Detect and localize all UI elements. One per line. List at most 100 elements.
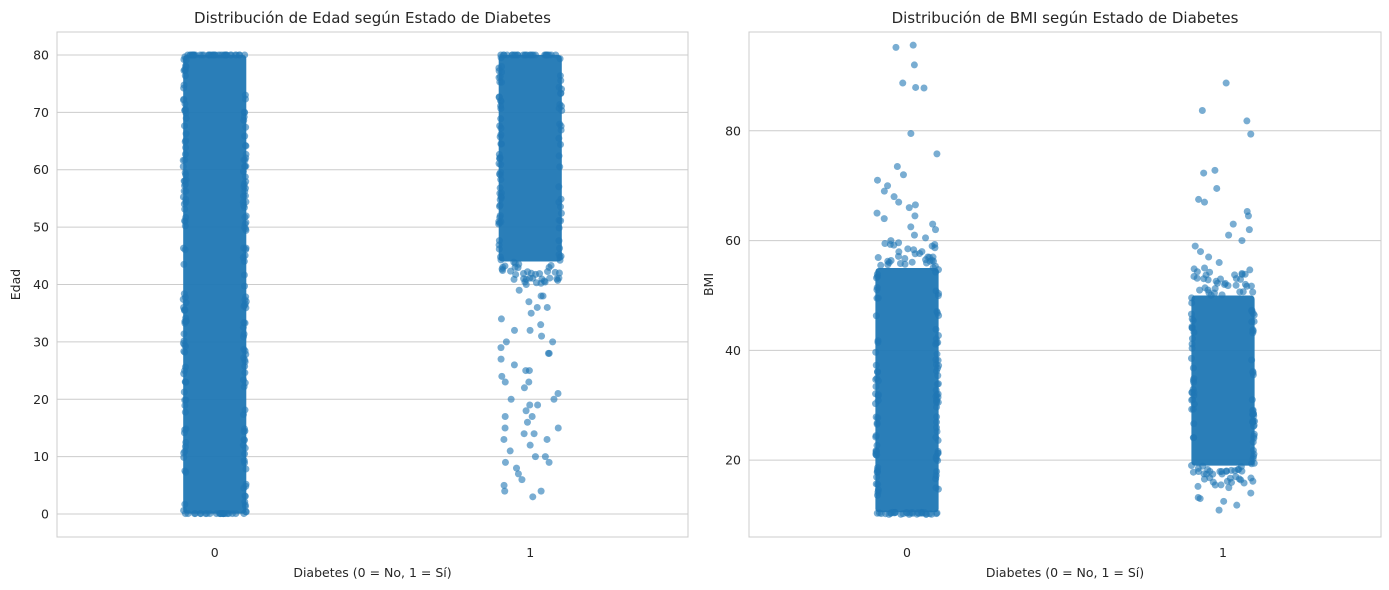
- data-point: [910, 61, 918, 69]
- data-point: [513, 464, 521, 472]
- data-point: [546, 274, 554, 282]
- data-point: [895, 239, 903, 247]
- data-point: [933, 468, 941, 476]
- data-point: [555, 274, 563, 282]
- data-point: [872, 383, 880, 391]
- data-point: [1215, 259, 1223, 267]
- data-point: [1207, 291, 1215, 299]
- y-tick-label: 60: [33, 162, 49, 177]
- data-point: [892, 43, 900, 51]
- data-point: [1232, 275, 1240, 283]
- data-point: [203, 510, 211, 518]
- data-point: [912, 83, 920, 91]
- data-point: [182, 144, 190, 152]
- data-point: [894, 252, 902, 260]
- data-point: [901, 260, 909, 268]
- data-point: [873, 441, 881, 449]
- data-point: [181, 363, 189, 371]
- data-point: [182, 130, 190, 138]
- data-point: [495, 237, 503, 245]
- data-point: [1249, 438, 1257, 446]
- data-point: [242, 123, 250, 131]
- data-point: [922, 234, 930, 242]
- data-point: [240, 116, 248, 124]
- data-point: [558, 85, 566, 93]
- data-point: [240, 428, 248, 436]
- data-point: [241, 356, 249, 364]
- data-point: [242, 246, 250, 254]
- y-axis-label: Edad: [8, 269, 23, 300]
- data-point: [555, 224, 563, 232]
- data-point: [872, 480, 880, 488]
- data-point: [1201, 264, 1209, 272]
- x-tick-label: 0: [903, 545, 911, 560]
- data-point: [512, 270, 520, 278]
- data-point: [525, 298, 533, 306]
- data-point: [557, 102, 565, 110]
- data-point: [537, 321, 545, 329]
- data-point: [495, 93, 503, 101]
- data-point: [543, 435, 551, 443]
- data-point: [180, 304, 188, 312]
- data-point: [221, 510, 229, 518]
- data-point: [497, 256, 505, 264]
- data-point: [190, 51, 198, 59]
- y-tick-label: 80: [725, 123, 741, 138]
- data-point: [181, 106, 189, 114]
- data-point: [874, 338, 882, 346]
- data-point: [495, 67, 503, 75]
- data-point: [545, 458, 553, 466]
- data-point: [874, 488, 882, 496]
- data-point: [501, 412, 509, 420]
- data-point: [874, 397, 882, 405]
- data-point: [557, 217, 565, 225]
- data-point: [1188, 323, 1196, 331]
- data-point: [901, 255, 909, 263]
- data-point: [897, 510, 905, 518]
- data-point: [1187, 354, 1195, 362]
- data-point: [182, 468, 190, 476]
- data-point: [241, 406, 249, 414]
- data-point: [932, 424, 940, 432]
- axes-frame: [748, 31, 1382, 538]
- data-point: [922, 510, 930, 518]
- data-point: [1215, 506, 1223, 514]
- data-point: [180, 96, 188, 104]
- data-point: [532, 51, 540, 59]
- data-point: [872, 432, 880, 440]
- data-point: [554, 390, 562, 398]
- data-point: [1247, 474, 1255, 482]
- data-point: [1248, 356, 1256, 364]
- data-point: [1188, 335, 1196, 343]
- data-point: [911, 201, 919, 209]
- data-point: [538, 332, 546, 340]
- data-point: [240, 223, 248, 231]
- data-point: [1225, 231, 1233, 239]
- data-point: [1203, 470, 1211, 478]
- data-point: [501, 487, 509, 495]
- data-point: [181, 205, 189, 213]
- data-point: [497, 176, 505, 184]
- data-point: [522, 275, 530, 283]
- x-axis-label: Diabetes (0 = No, 1 = Sí): [293, 565, 451, 580]
- data-point: [531, 453, 539, 461]
- data-point: [1247, 282, 1255, 290]
- data-point: [872, 361, 880, 369]
- data-point: [496, 73, 504, 81]
- data-point: [182, 378, 190, 386]
- data-point: [1243, 207, 1251, 215]
- x-axis-label: Diabetes (0 = No, 1 = Sí): [986, 565, 1144, 580]
- data-point: [242, 95, 250, 103]
- data-point: [909, 41, 917, 49]
- data-point: [880, 215, 888, 223]
- data-point: [1189, 317, 1197, 325]
- x-tick-label: 0: [211, 545, 219, 560]
- data-point: [241, 296, 249, 304]
- data-point: [1213, 184, 1221, 192]
- data-point: [496, 155, 504, 163]
- data-point: [179, 193, 187, 201]
- data-point: [240, 156, 248, 164]
- data-point: [1196, 286, 1204, 294]
- data-point: [895, 198, 903, 206]
